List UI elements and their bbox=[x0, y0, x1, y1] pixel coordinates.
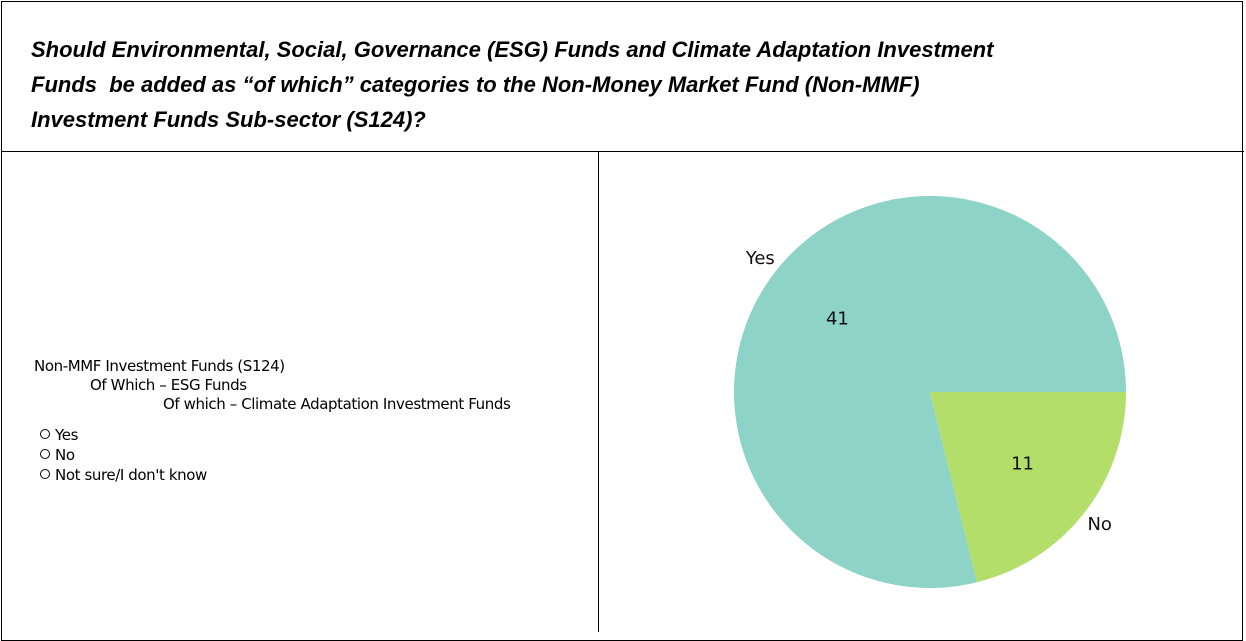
option[interactable]: Yes bbox=[40, 426, 78, 444]
radio[interactable] bbox=[40, 429, 50, 439]
hierarchy-level: Of which – Climate Adaptation Investment… bbox=[163, 395, 511, 413]
option-label: No bbox=[55, 446, 75, 464]
slice-value: 11 bbox=[1011, 454, 1034, 475]
question-line: Should Environmental, Social, Governance… bbox=[31, 37, 994, 62]
slice-label: Yes bbox=[745, 248, 775, 269]
pie-chart: Yes 41 No 11 bbox=[734, 196, 1126, 589]
hierarchy-level: Of Which – ESG Funds bbox=[90, 376, 247, 394]
option[interactable]: No bbox=[40, 446, 75, 464]
pie-slice bbox=[734, 196, 1126, 589]
question-header: Should Environmental, Social, Governance… bbox=[2, 2, 1244, 152]
question-line: Investment Funds Sub-sector (S124)? bbox=[31, 107, 426, 132]
pie-slice bbox=[930, 392, 1126, 583]
option-label: Yes bbox=[55, 426, 79, 444]
slice-label: No bbox=[1087, 514, 1111, 535]
option[interactable]: Not sure/I don't know bbox=[40, 466, 207, 484]
option-label: Not sure/I don't know bbox=[55, 466, 207, 484]
question-line: Funds be added as “of which” categories … bbox=[31, 72, 920, 97]
slice-value: 41 bbox=[826, 308, 849, 329]
hierarchy-level: Non-MMF Investment Funds (S124) bbox=[34, 357, 285, 375]
radio[interactable] bbox=[40, 469, 50, 479]
radio[interactable] bbox=[40, 449, 50, 459]
column-divider bbox=[598, 152, 599, 632]
